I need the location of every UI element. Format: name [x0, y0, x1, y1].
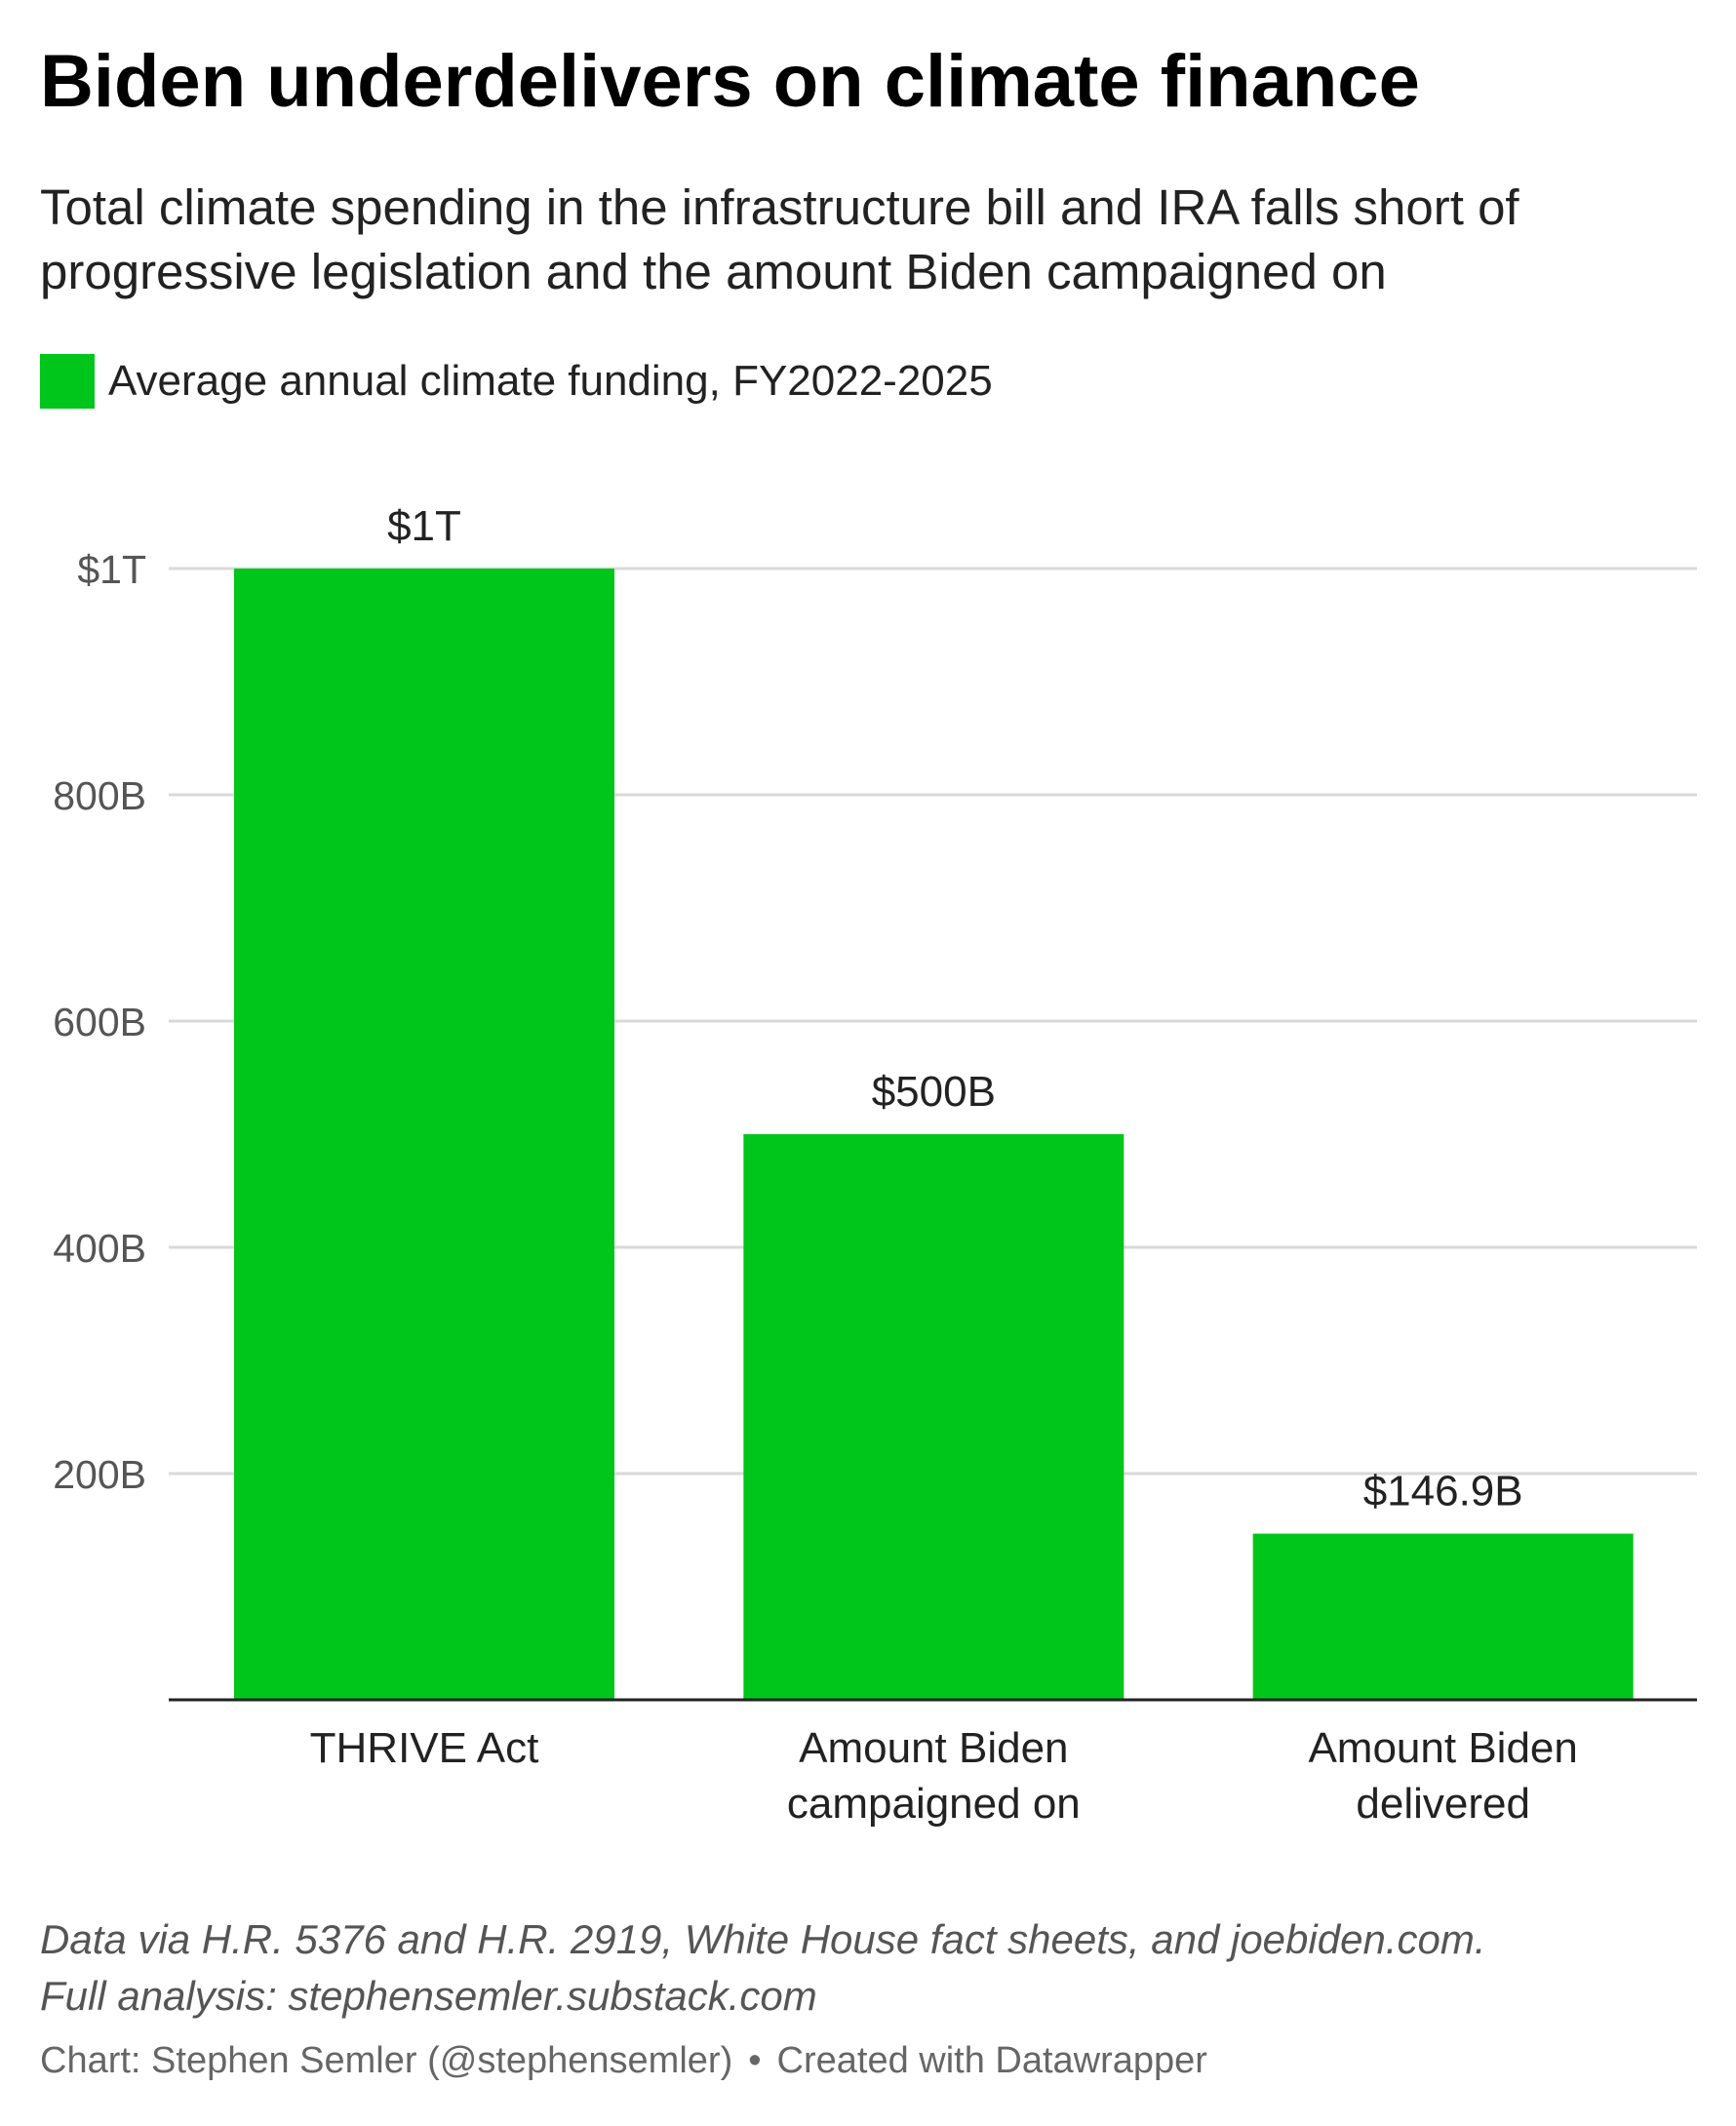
x-category-label: THRIVE Act: [310, 1724, 539, 1772]
source-note-line: Data via H.R. 5376 and H.R. 2919, White …: [40, 1916, 1486, 1962]
chart-title: Biden underdelivers on climate finance: [40, 40, 1420, 123]
bar-chart: 200B 400B 600B 800B $1T $1T THRIVE Act $500B Amo…: [53, 502, 1697, 1828]
legend-swatch: [40, 354, 95, 409]
y-tick-label: 200B: [53, 1452, 146, 1497]
byline-author: Chart: Stephen Semler (@stephensemler): [40, 2040, 733, 2081]
analysis-note-line: Full analysis: stephensemler.substack.co…: [40, 1973, 817, 2019]
bar-value-label: $1T: [387, 502, 461, 550]
y-tick-label: 800B: [53, 773, 146, 818]
y-tick-label: 600B: [53, 1000, 146, 1044]
byline: Chart: Stephen Semler (@stephensemler) • C…: [40, 2040, 1698, 2082]
y-tick-label: 400B: [53, 1226, 146, 1271]
source-notes: Data via H.R. 5376 and H.R. 2919, White …: [40, 1911, 1698, 2025]
bar: [743, 1134, 1124, 1700]
bar-value-label: $146.9B: [1363, 1468, 1523, 1516]
legend: Average annual climate funding, FY2022-2…: [40, 353, 993, 410]
byline-tool: Created with Datawrapper: [776, 2040, 1207, 2081]
chart-subtitle: Total climate spending in the infrastruc…: [40, 179, 1519, 299]
bar: [1252, 1533, 1634, 1700]
bar-value-label: $500B: [872, 1068, 996, 1116]
x-category-label: Amount Biden campaigned on: [787, 1724, 1081, 1828]
y-tick-label: $1T: [77, 547, 146, 592]
x-category-label: Amount Biden delivered: [1308, 1724, 1577, 1828]
legend-label: Average annual climate funding, FY2022-2…: [108, 357, 993, 405]
byline-separator: •: [748, 2040, 762, 2081]
bar: [234, 569, 614, 1700]
